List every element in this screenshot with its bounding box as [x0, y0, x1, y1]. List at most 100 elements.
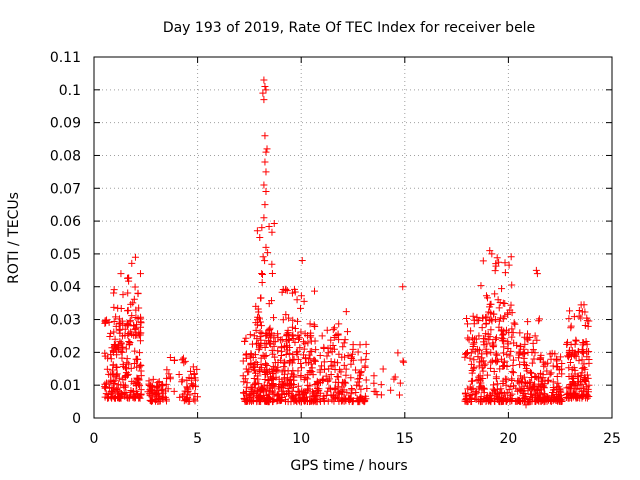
data-point — [468, 334, 476, 342]
data-point — [481, 360, 489, 368]
data-point — [307, 332, 315, 340]
data-point — [563, 338, 571, 346]
data-point — [274, 359, 282, 367]
data-point — [162, 380, 170, 388]
data-point — [394, 349, 402, 357]
data-point — [467, 327, 475, 335]
data-point — [565, 315, 573, 323]
data-point — [327, 357, 335, 365]
data-point — [579, 338, 587, 346]
data-point — [306, 320, 314, 328]
data-point — [479, 384, 487, 392]
data-point — [262, 188, 270, 196]
data-point — [580, 375, 588, 383]
data-point — [285, 314, 293, 322]
data-point — [502, 381, 510, 389]
data-point — [355, 382, 363, 390]
data-point — [241, 337, 249, 345]
data-point — [106, 333, 114, 341]
data-point — [136, 331, 144, 339]
data-point — [185, 374, 193, 382]
data-point — [583, 317, 591, 325]
data-point — [164, 385, 172, 393]
data-point — [322, 372, 330, 380]
data-point — [400, 358, 408, 366]
data-point — [556, 396, 564, 404]
data-point — [261, 352, 269, 360]
data-point — [128, 259, 136, 267]
data-point — [275, 375, 283, 383]
data-point — [475, 397, 483, 405]
data-point — [362, 355, 370, 363]
data-point — [372, 388, 380, 396]
data-point — [127, 300, 135, 308]
data-point — [516, 329, 524, 337]
data-point — [472, 387, 480, 395]
data-point — [545, 376, 553, 384]
data-point — [124, 320, 132, 328]
data-point — [573, 385, 581, 393]
data-point — [266, 334, 274, 342]
data-point — [528, 359, 536, 367]
data-point — [246, 331, 254, 339]
data-point — [325, 384, 333, 392]
data-point — [533, 336, 541, 344]
data-point — [256, 395, 264, 403]
data-point — [297, 373, 305, 381]
y-tick-label: 0.07 — [50, 181, 81, 197]
data-point — [178, 378, 186, 386]
x-axis-label: GPS time / hours — [290, 458, 407, 474]
data-point — [117, 339, 125, 347]
data-point — [135, 375, 143, 383]
data-point — [263, 382, 271, 390]
data-point — [507, 253, 515, 261]
data-point — [283, 346, 291, 354]
data-point — [486, 303, 494, 311]
data-point — [258, 270, 266, 278]
data-point — [487, 348, 495, 356]
data-point — [159, 385, 167, 393]
data-point — [124, 289, 132, 297]
data-point — [515, 396, 523, 404]
data-point — [572, 352, 580, 360]
data-point — [250, 381, 258, 389]
data-point — [166, 373, 174, 381]
y-tick-label: 0.09 — [50, 116, 81, 132]
data-point — [154, 386, 162, 394]
data-point — [304, 385, 312, 393]
data-point — [510, 319, 518, 327]
data-point — [584, 322, 592, 330]
data-point — [291, 324, 299, 332]
data-point — [352, 389, 360, 397]
data-point — [103, 365, 111, 373]
data-point — [111, 376, 119, 384]
grid-lines — [94, 57, 612, 418]
data-point — [463, 315, 471, 323]
data-point — [324, 349, 332, 357]
data-point — [110, 328, 118, 336]
data-point — [581, 374, 589, 382]
data-point — [567, 324, 575, 332]
data-point — [268, 260, 276, 268]
data-point — [320, 396, 328, 404]
data-point — [255, 314, 263, 322]
data-point — [270, 368, 278, 376]
data-point — [521, 340, 529, 348]
data-point — [331, 358, 339, 366]
data-point — [484, 330, 492, 338]
data-point — [135, 363, 143, 371]
data-point — [468, 390, 476, 398]
data-point — [163, 374, 171, 382]
data-point — [543, 367, 551, 375]
data-point — [501, 375, 509, 383]
data-point — [497, 385, 505, 393]
data-point — [247, 350, 255, 358]
data-point — [477, 282, 485, 290]
data-point — [334, 388, 342, 396]
data-point — [193, 365, 201, 373]
data-point — [259, 253, 267, 261]
data-point — [261, 158, 269, 166]
data-point — [285, 359, 293, 367]
data-point — [582, 338, 590, 346]
data-point — [540, 384, 548, 392]
